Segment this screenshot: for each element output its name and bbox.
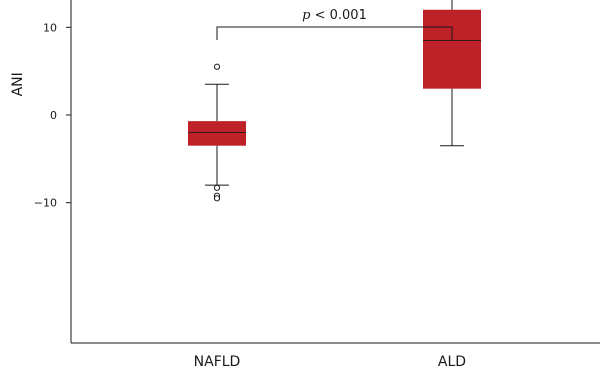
significance-annotation: p < 0.001 [216, 8, 453, 40]
iqr-box [423, 9, 481, 89]
p-symbol: p [302, 8, 311, 23]
box-group [423, 0, 481, 147]
y-axis-label: ANI [10, 72, 26, 96]
significance-bracket [216, 26, 453, 40]
box-group [188, 63, 246, 202]
outlier-point [213, 195, 221, 202]
outlier-point [213, 184, 221, 191]
x-category-label: ALD [438, 354, 466, 370]
p-value-text: < 0.001 [310, 8, 366, 23]
y-tick-label: 10 [43, 21, 57, 34]
iqr-box [188, 121, 246, 146]
y-tick-label: −10 [34, 197, 57, 210]
p-value-label: p < 0.001 [302, 8, 367, 23]
boxes [188, 0, 481, 202]
x-category-label: NAFLD [194, 354, 241, 370]
y-tick-label: 0 [50, 109, 57, 122]
outlier-point [213, 63, 221, 70]
